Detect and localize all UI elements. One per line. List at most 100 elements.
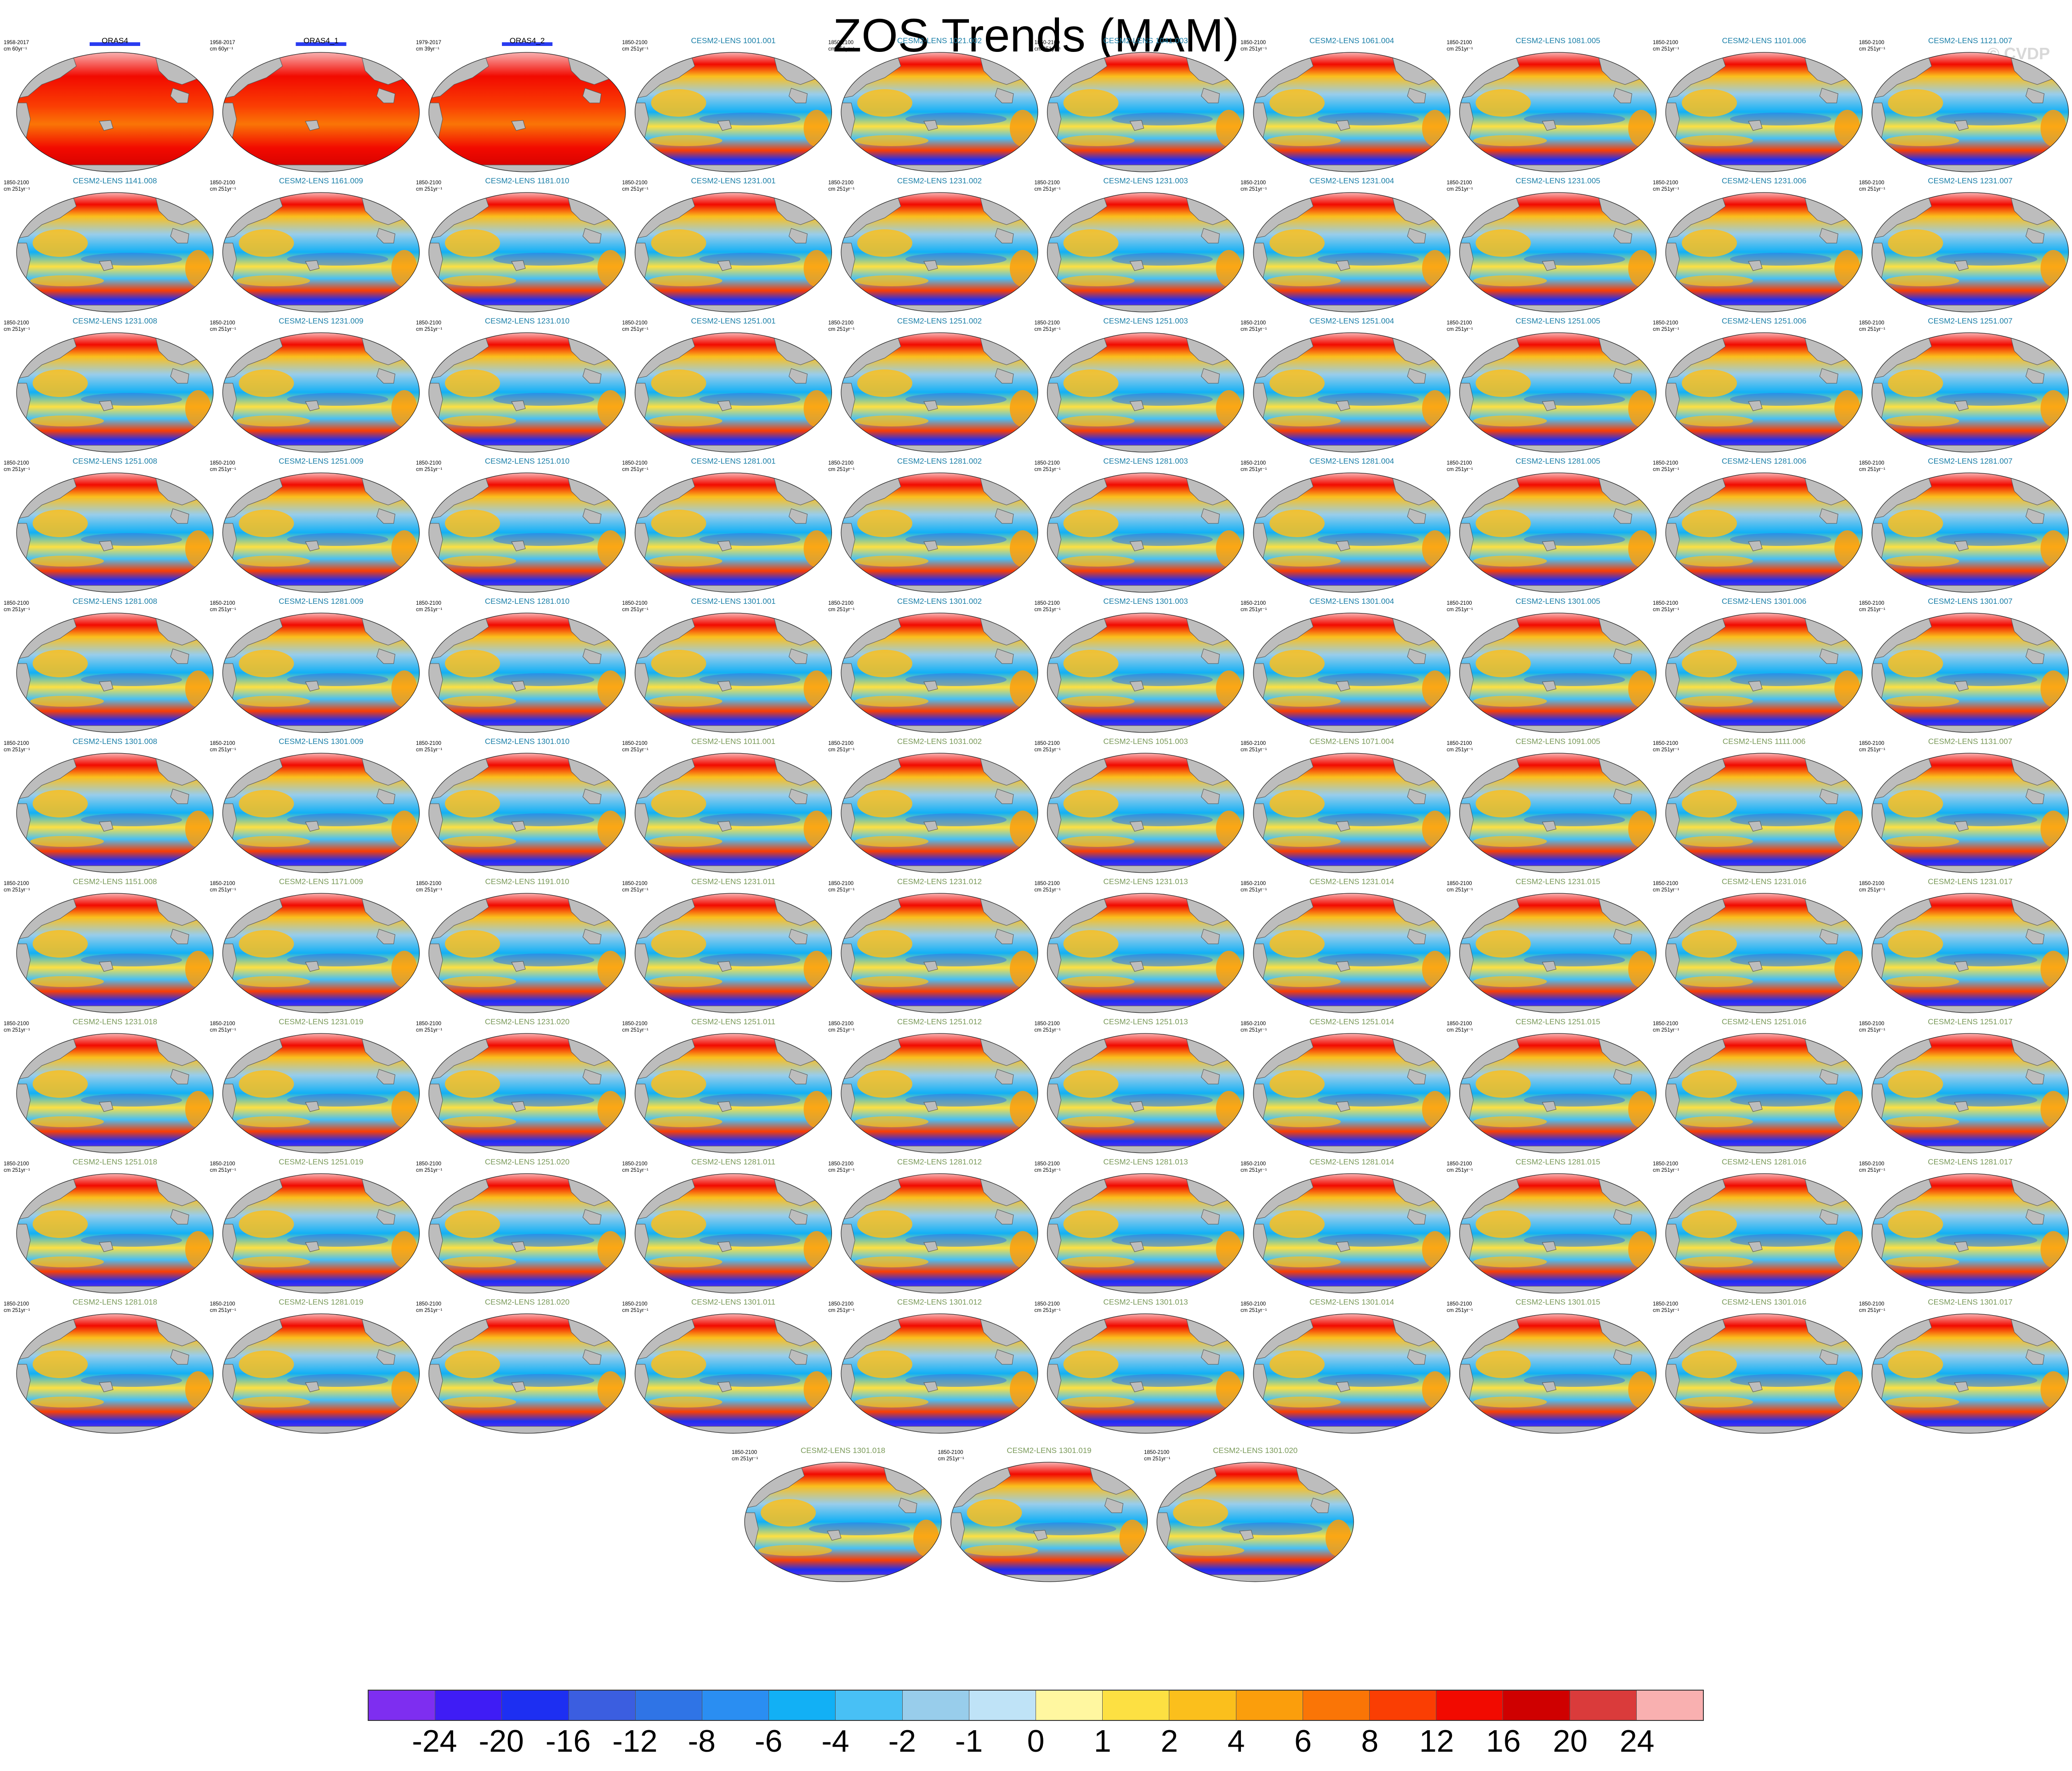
panel-period: 1850-2100 (1241, 460, 1266, 466)
land-mass (511, 821, 526, 832)
land-mass (841, 445, 1038, 452)
land-mass (2025, 648, 2045, 664)
panel-period: 1850-2100 (828, 1021, 854, 1027)
panel-title: CESM2-LENS 1231.015 (1515, 877, 1600, 886)
land-mass (1201, 789, 1220, 804)
land-mass (1542, 821, 1557, 832)
land-mass (17, 1146, 213, 1153)
panel-period: 1850-2100 (622, 1161, 648, 1167)
panel-title: CESM2-LENS 1281.002 (897, 457, 982, 465)
land-mass (995, 88, 1014, 103)
panel-units: cm 251yr⁻¹ (622, 1027, 649, 1033)
panel-units: cm 251yr⁻¹ (1447, 1027, 1473, 1033)
map-outline (1047, 1173, 1245, 1294)
land-mass (305, 681, 320, 692)
land-mass (1336, 961, 1350, 972)
map-outline (1156, 1462, 1354, 1582)
panel-period: 1850-2100 (1653, 1021, 1678, 1027)
land-mass (717, 1381, 732, 1392)
panel-period: 1850-2100 (828, 741, 854, 746)
panel-period: 1850-2100 (4, 741, 29, 746)
land-mass (923, 120, 938, 131)
land-mass (1407, 1349, 1426, 1365)
land-mass (1666, 1146, 1862, 1153)
map-outline (1047, 753, 1245, 873)
land-mass (1253, 865, 1450, 873)
panel-title: CESM2-LENS 1231.010 (485, 317, 569, 325)
panel-period: 1850-2100 (1447, 1021, 1472, 1027)
land-mass (376, 789, 396, 804)
land-mass (99, 1241, 114, 1252)
panel-units: cm 251yr⁻¹ (4, 747, 30, 753)
colorbar-tick-label: 2 (1161, 1724, 1178, 1759)
panel-title: CESM2-LENS 1281.008 (73, 597, 157, 606)
panel-title: CESM2-LENS 1301.004 (1309, 597, 1394, 606)
panel-period: 1850-2100 (1241, 40, 1266, 45)
panel-title: CESM2-LENS 1231.001 (691, 176, 775, 185)
map-outline (1665, 192, 1863, 312)
land-mass (305, 120, 320, 131)
land-mass (1819, 508, 1839, 524)
land-mass (99, 681, 114, 692)
panel-units: cm 251yr⁻¹ (1653, 887, 1679, 893)
panel-period: 1850-2100 (1653, 40, 1678, 45)
colorbar-tick-label: -24 (412, 1724, 457, 1759)
map-outline (1871, 613, 2069, 733)
panel-title: CESM2-LENS 1231.017 (1928, 877, 2012, 886)
land-mass (17, 445, 213, 452)
panel-title: CESM2-LENS 1301.009 (279, 737, 363, 746)
panel-title: CESM2-LENS 1301.010 (485, 737, 569, 746)
map-outline (222, 613, 420, 733)
land-mass (1542, 681, 1557, 692)
land-mass (376, 368, 396, 384)
panel-units: cm 251yr⁻¹ (1859, 327, 1885, 332)
land-mass (951, 1574, 1148, 1582)
map-outline (1871, 52, 2069, 172)
land-mass (1666, 1286, 1862, 1293)
panel-title: CESM2-LENS 1301.015 (1515, 1298, 1600, 1306)
land-mass (2025, 1069, 2045, 1084)
land-mass (1819, 789, 1839, 804)
panel-period: 1850-2100 (1859, 601, 1884, 606)
land-mass (995, 929, 1014, 944)
map-outline (1459, 613, 1657, 733)
colorbar (368, 1690, 1704, 1721)
panel-period: 1850-2100 (210, 320, 235, 326)
land-mass (1129, 1241, 1144, 1252)
land-mass (1047, 1426, 1244, 1433)
panel-title: CESM2-LENS 1251.002 (897, 317, 982, 325)
map-outline (1253, 753, 1451, 873)
land-mass (788, 929, 808, 944)
land-mass (1542, 260, 1557, 271)
panel-units: cm 251yr⁻¹ (416, 887, 442, 893)
land-mass (222, 165, 420, 172)
map-outline (16, 472, 214, 593)
colorbar-tick-label: 6 (1294, 1724, 1312, 1759)
land-mass (305, 400, 320, 411)
land-mass (1033, 1530, 1048, 1541)
land-mass (1613, 929, 1633, 944)
panel-period: 1850-2100 (4, 1301, 29, 1307)
land-mass (1336, 1101, 1350, 1112)
land-mass (841, 165, 1038, 172)
land-mass (923, 1381, 938, 1392)
land-mass (1253, 165, 1450, 172)
land-mass (1872, 1146, 2069, 1153)
land-mass (1201, 508, 1220, 524)
panel-title: CESM2-LENS 1011.001 (691, 737, 775, 746)
land-mass (1310, 1498, 1330, 1513)
land-mass (1129, 681, 1144, 692)
panel-period: 1850-2100 (1241, 741, 1266, 746)
land-mass (1613, 1209, 1633, 1225)
